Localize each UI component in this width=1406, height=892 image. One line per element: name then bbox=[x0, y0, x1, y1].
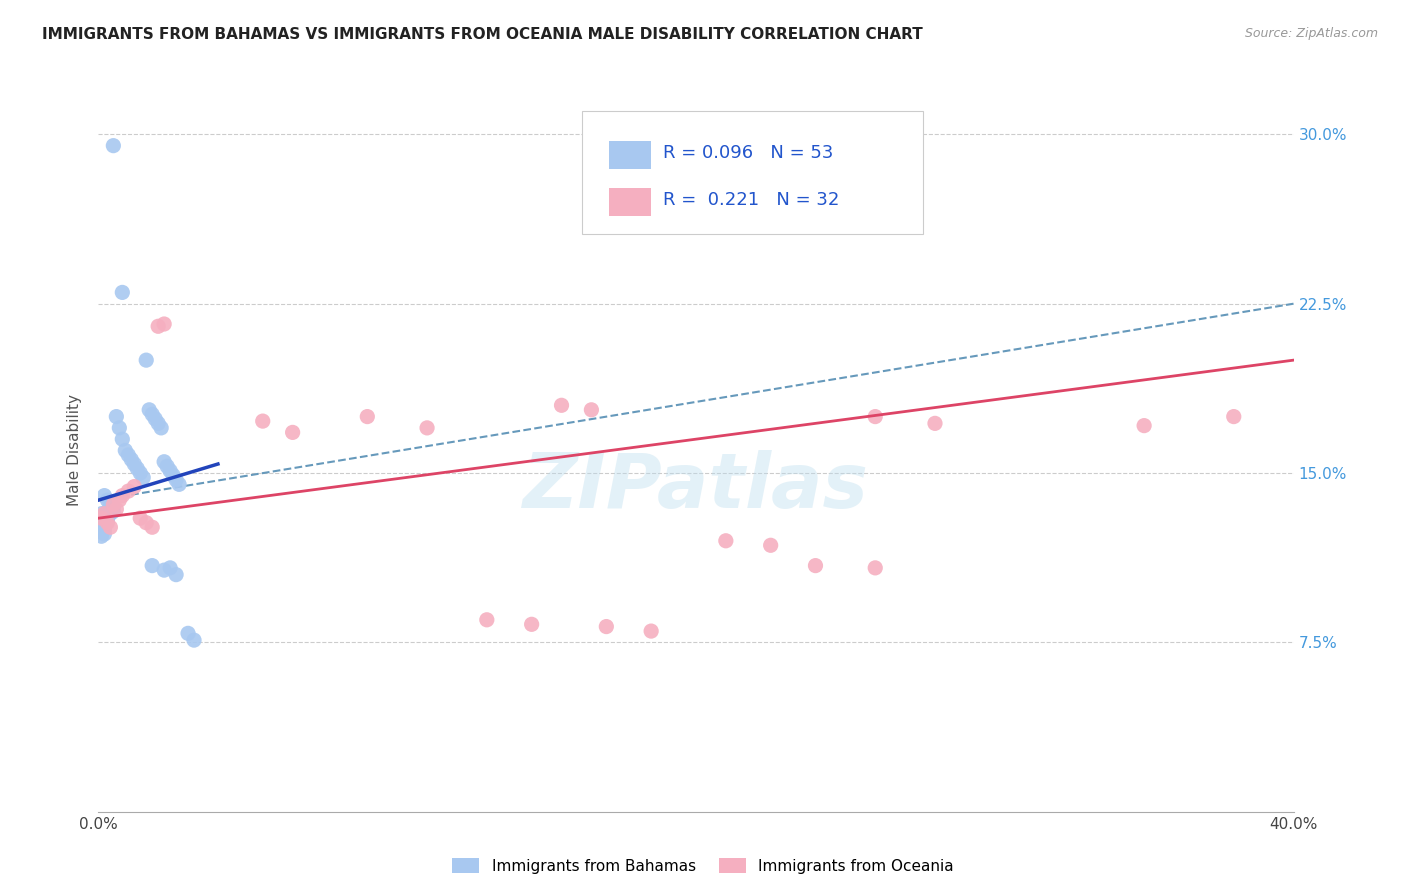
Point bbox=[90, 507, 112, 521]
Point bbox=[132, 470, 155, 484]
Point bbox=[924, 417, 946, 431]
Point bbox=[759, 538, 782, 552]
Point bbox=[111, 285, 134, 300]
Point bbox=[135, 516, 157, 530]
Point bbox=[520, 617, 543, 632]
Point bbox=[138, 402, 160, 417]
Point bbox=[90, 529, 112, 543]
Point bbox=[98, 507, 122, 521]
Point bbox=[129, 466, 152, 480]
Point bbox=[90, 516, 112, 530]
Legend: Immigrants from Bahamas, Immigrants from Oceania: Immigrants from Bahamas, Immigrants from… bbox=[446, 852, 960, 880]
Point bbox=[96, 504, 118, 518]
Text: ZIPatlas: ZIPatlas bbox=[523, 450, 869, 524]
Point bbox=[93, 508, 115, 523]
Point bbox=[117, 484, 139, 499]
Point bbox=[165, 473, 187, 487]
Point bbox=[98, 502, 122, 516]
Point bbox=[550, 398, 572, 412]
Point bbox=[153, 317, 176, 331]
Point bbox=[90, 520, 112, 534]
Point bbox=[356, 409, 378, 424]
Point bbox=[153, 563, 176, 577]
Point bbox=[640, 624, 662, 639]
Point bbox=[156, 459, 179, 474]
Point bbox=[111, 489, 134, 503]
Point bbox=[148, 417, 170, 431]
Point bbox=[93, 523, 115, 537]
Point bbox=[127, 461, 149, 475]
Point bbox=[475, 613, 498, 627]
FancyBboxPatch shape bbox=[582, 111, 922, 234]
Point bbox=[108, 421, 131, 435]
Point bbox=[124, 457, 146, 471]
Point bbox=[153, 455, 176, 469]
Point bbox=[90, 511, 112, 525]
Point bbox=[129, 511, 152, 525]
Text: R = 0.096   N = 53: R = 0.096 N = 53 bbox=[662, 144, 832, 161]
Point bbox=[114, 443, 136, 458]
Point bbox=[90, 511, 112, 525]
Point bbox=[183, 633, 205, 648]
Point bbox=[96, 508, 118, 523]
Point bbox=[150, 421, 173, 435]
Point bbox=[111, 432, 134, 446]
Point bbox=[96, 493, 118, 508]
Point bbox=[103, 498, 125, 512]
Text: Source: ZipAtlas.com: Source: ZipAtlas.com bbox=[1244, 27, 1378, 40]
Text: R =  0.221   N = 32: R = 0.221 N = 32 bbox=[662, 191, 839, 209]
Point bbox=[103, 504, 125, 518]
Point bbox=[416, 421, 439, 435]
Point bbox=[581, 402, 603, 417]
Point bbox=[105, 409, 128, 424]
FancyBboxPatch shape bbox=[609, 188, 651, 216]
Point bbox=[141, 407, 163, 421]
Point bbox=[93, 507, 115, 521]
Point bbox=[93, 527, 115, 541]
Point bbox=[162, 468, 184, 483]
Point bbox=[117, 448, 139, 462]
Point bbox=[177, 626, 200, 640]
Point bbox=[595, 619, 617, 633]
Point bbox=[1223, 409, 1246, 424]
Point bbox=[141, 520, 163, 534]
Point bbox=[135, 353, 157, 368]
Point bbox=[148, 319, 170, 334]
Point bbox=[103, 500, 125, 514]
Point bbox=[124, 480, 146, 494]
Point bbox=[141, 558, 163, 573]
Point bbox=[252, 414, 274, 428]
Point bbox=[167, 477, 190, 491]
Point bbox=[93, 513, 115, 527]
Point bbox=[96, 516, 118, 530]
Point bbox=[165, 567, 187, 582]
Point bbox=[93, 489, 115, 503]
Point bbox=[159, 464, 181, 478]
Text: IMMIGRANTS FROM BAHAMAS VS IMMIGRANTS FROM OCEANIA MALE DISABILITY CORRELATION C: IMMIGRANTS FROM BAHAMAS VS IMMIGRANTS FR… bbox=[42, 27, 922, 42]
Point bbox=[90, 524, 112, 539]
Point bbox=[804, 558, 827, 573]
Point bbox=[108, 493, 131, 508]
Point bbox=[865, 561, 887, 575]
Point bbox=[103, 138, 125, 153]
Point bbox=[98, 520, 122, 534]
Point bbox=[143, 412, 166, 426]
Point bbox=[865, 409, 887, 424]
Point bbox=[98, 498, 122, 512]
Point bbox=[96, 513, 118, 527]
FancyBboxPatch shape bbox=[609, 141, 651, 169]
Point bbox=[159, 561, 181, 575]
Point bbox=[281, 425, 304, 440]
Point bbox=[1133, 418, 1156, 433]
Point bbox=[105, 502, 128, 516]
Point bbox=[93, 518, 115, 533]
Point bbox=[714, 533, 737, 548]
Y-axis label: Male Disability: Male Disability bbox=[67, 394, 83, 507]
Point bbox=[120, 452, 142, 467]
